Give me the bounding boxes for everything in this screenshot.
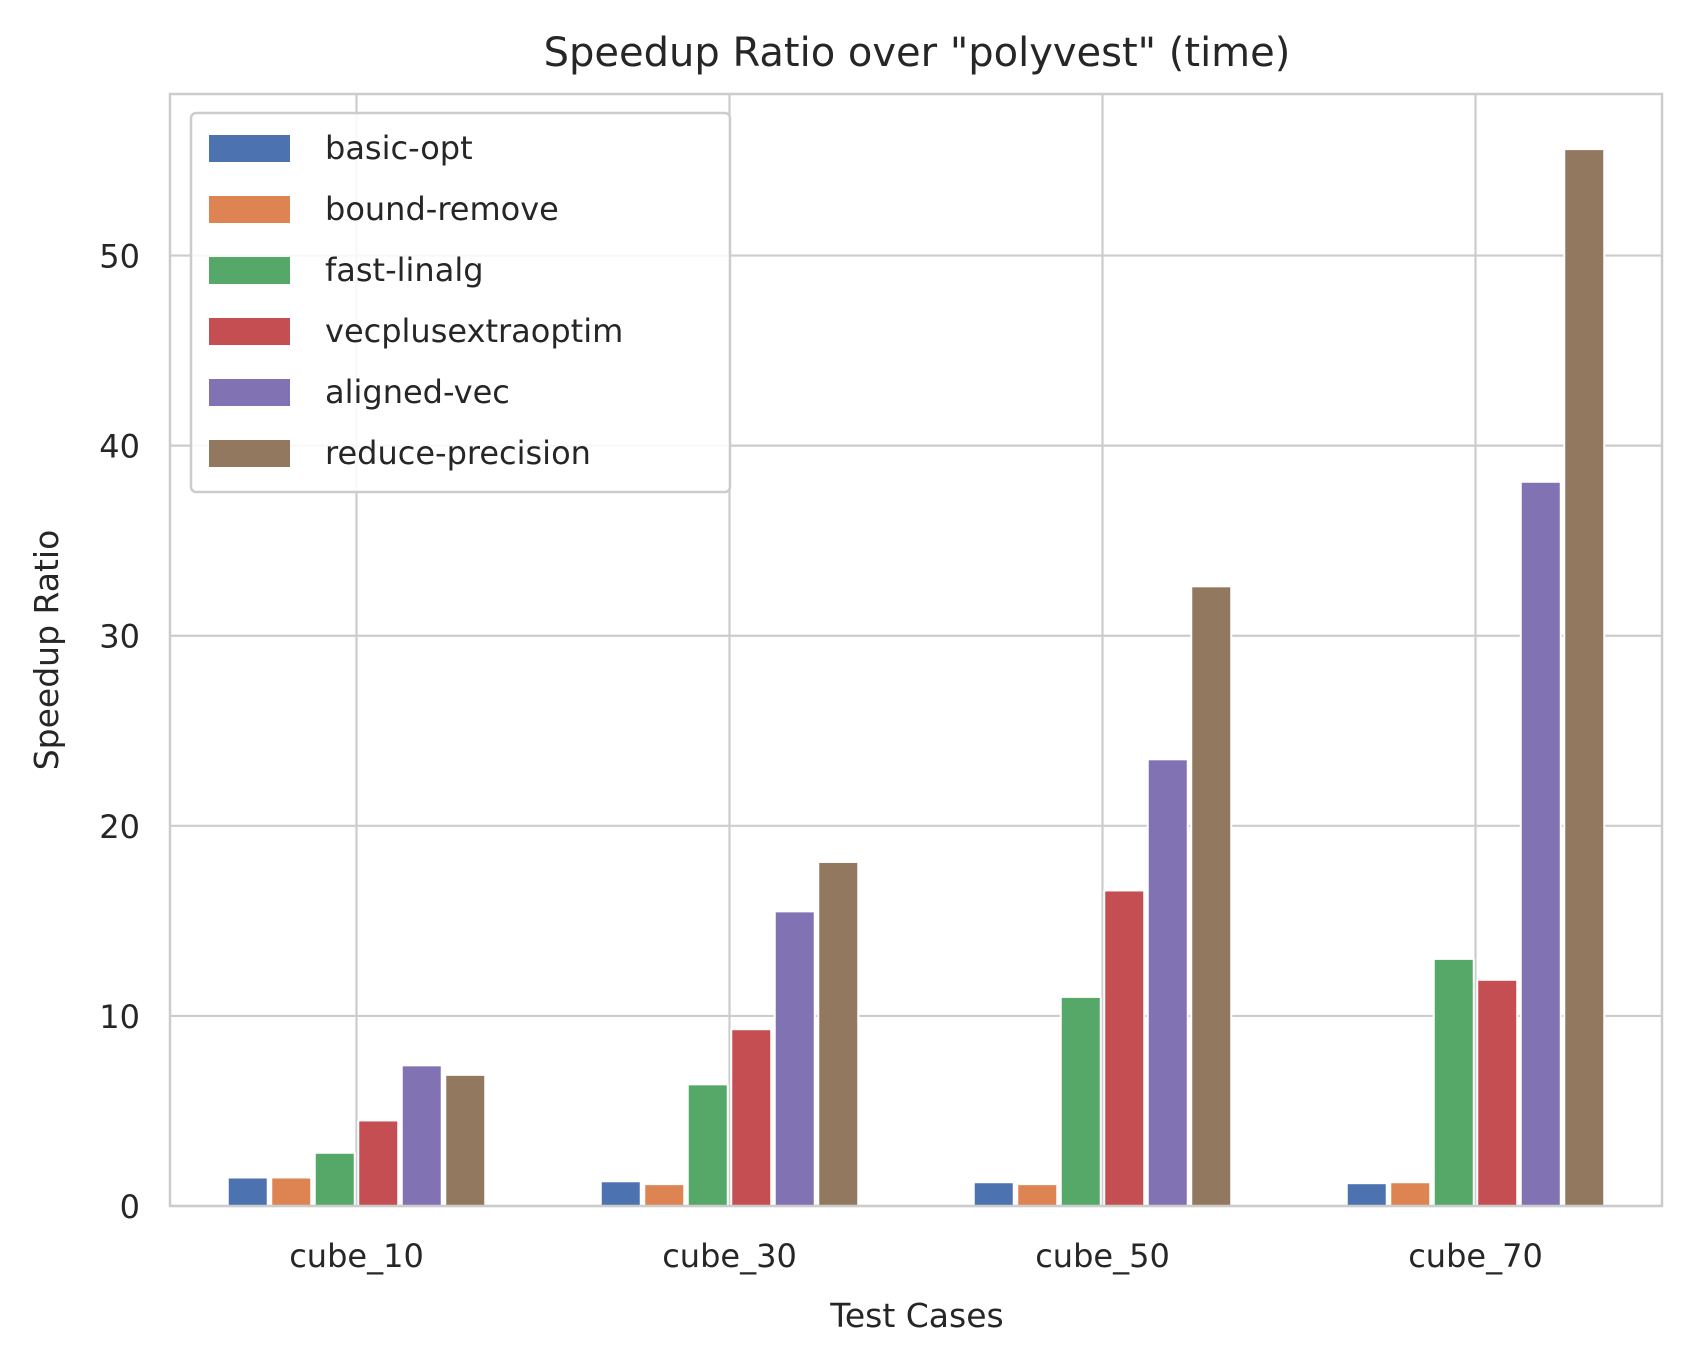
legend-label: aligned-vec (325, 373, 510, 411)
bar-fast-linalg-cube_10 (313, 1151, 356, 1208)
x-tick-label: cube_10 (289, 1237, 424, 1275)
legend-label: bound-remove (325, 190, 559, 228)
y-tick-label: 30 (99, 618, 140, 656)
legend-swatch (209, 440, 290, 467)
bar-aligned-vec-cube_10 (400, 1064, 443, 1208)
chart-title: Speedup Ratio over "polyvest" (time) (544, 30, 1291, 76)
y-tick-label: 20 (99, 808, 140, 846)
legend-label: basic-opt (325, 129, 473, 167)
bar-basic-opt-cube_10 (226, 1176, 269, 1208)
legend-label: fast-linalg (325, 251, 484, 289)
bar-reduce-precision-cube_10 (444, 1073, 487, 1208)
legend-swatch (209, 379, 290, 406)
bar-basic-opt-cube_30 (599, 1180, 642, 1208)
legend-swatch (209, 318, 290, 345)
bar-fast-linalg-cube_70 (1432, 957, 1475, 1208)
x-tick-labels: cube_10 cube_30 cube_50 cube_70 (289, 1237, 1543, 1275)
legend-label: reduce-precision (325, 434, 591, 472)
bar-reduce-precision-cube_50 (1190, 585, 1233, 1207)
bar-fast-linalg-cube_30 (686, 1083, 729, 1208)
bar-bound-remove-cube_10 (270, 1176, 313, 1208)
legend-swatch (209, 135, 290, 162)
bar-aligned-vec-cube_70 (1519, 480, 1562, 1207)
y-tick-label: 0 (120, 1188, 140, 1226)
legend-swatch (209, 257, 290, 284)
legend-swatch (209, 196, 290, 223)
x-tick-label: cube_50 (1035, 1237, 1170, 1275)
bar-aligned-vec-cube_30 (773, 910, 816, 1207)
bar-bound-remove-cube_50 (1016, 1183, 1059, 1207)
bar-reduce-precision-cube_30 (817, 860, 860, 1207)
bar-reduce-precision-cube_70 (1563, 148, 1606, 1208)
y-tick-label: 50 (99, 238, 140, 276)
x-axis-label: Test Cases (829, 1296, 1003, 1335)
bar-basic-opt-cube_50 (972, 1181, 1015, 1207)
legend: basic-opt bound-remove fast-linalg vecpluse… (189, 111, 732, 494)
bar-vecplusextraoptim-cube_10 (357, 1119, 400, 1208)
y-tick-label: 40 (99, 428, 140, 466)
y-tick-label: 10 (99, 998, 140, 1036)
y-axis-label: Speedup Ratio (27, 530, 66, 771)
bar-bound-remove-cube_30 (643, 1183, 686, 1207)
plot-frame (168, 92, 1664, 1208)
bar-aligned-vec-cube_50 (1146, 758, 1189, 1207)
bar-fast-linalg-cube_50 (1059, 995, 1102, 1208)
bar-basic-opt-cube_70 (1345, 1182, 1388, 1207)
bar-bound-remove-cube_70 (1389, 1181, 1432, 1207)
bar-vecplusextraoptim-cube_30 (730, 1028, 773, 1207)
x-tick-label: cube_70 (1408, 1237, 1543, 1275)
legend-box (189, 111, 732, 494)
legend-label: vecplusextraoptim (325, 312, 623, 350)
bar-vecplusextraoptim-cube_50 (1103, 889, 1146, 1207)
bar-vecplusextraoptim-cube_70 (1476, 978, 1519, 1207)
x-tick-label: cube_30 (662, 1237, 797, 1275)
bars (226, 148, 1606, 1208)
y-tick-labels: 0 10 20 30 40 50 (99, 238, 140, 1226)
